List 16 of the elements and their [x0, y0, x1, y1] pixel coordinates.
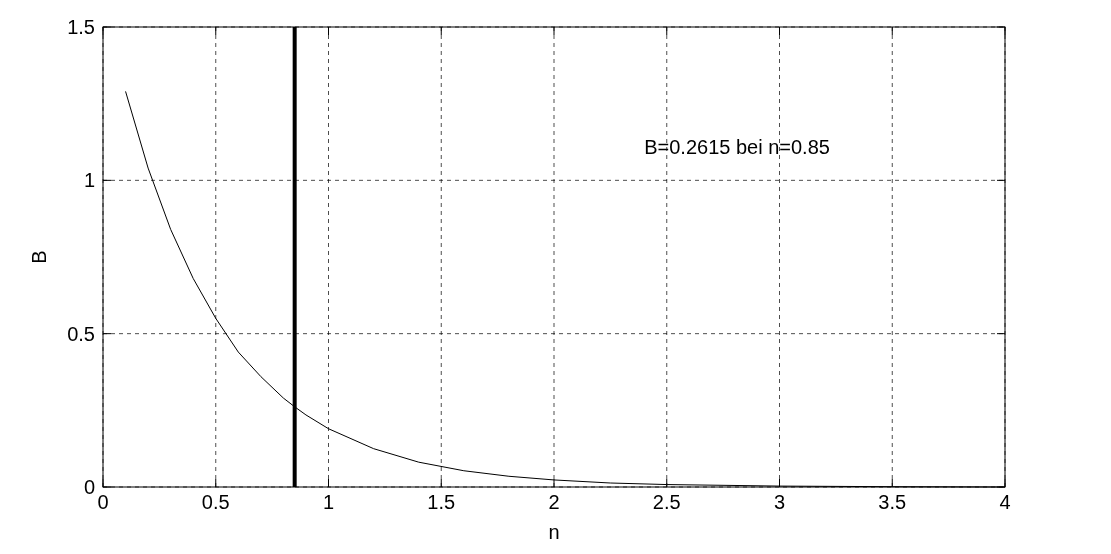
x-tick-label: 2	[548, 491, 560, 513]
x-tick-label: 0	[97, 491, 109, 513]
x-axis-title: n	[548, 521, 560, 543]
annotation: B=0.2615 bei n=0.85	[644, 136, 830, 158]
x-tick-label: 4	[999, 491, 1011, 513]
y-tick-label: 1	[83, 169, 95, 192]
y-tick-label: 1.5	[67, 16, 95, 38]
x-tick-label: 0.5	[201, 491, 230, 513]
x-tick-label: 2.5	[652, 491, 681, 513]
y-tick-label: 0.5	[67, 322, 95, 345]
y-axis-title: B	[28, 250, 50, 264]
x-tick-label: 3.5	[878, 491, 907, 513]
y-tick-label: 0	[83, 476, 95, 498]
x-tick-label: 3	[773, 491, 786, 513]
x-tick-label: 1.5	[427, 491, 456, 513]
x-tick-label: 1	[322, 491, 335, 513]
